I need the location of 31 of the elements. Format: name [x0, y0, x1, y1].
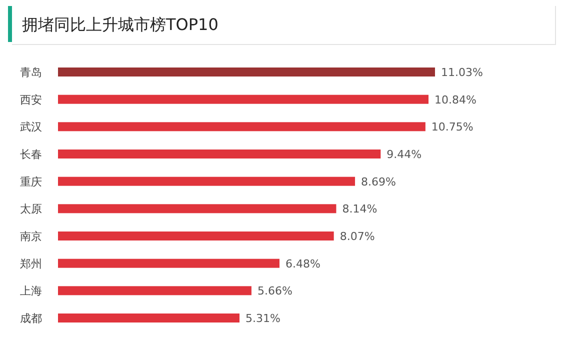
- bar: [58, 258, 280, 268]
- data-label: 11.03%: [441, 66, 483, 79]
- y-tick-label: 长春: [20, 148, 42, 161]
- y-tick-label: 南京: [20, 230, 42, 243]
- bar: [58, 204, 336, 214]
- bar: [58, 150, 381, 158]
- bar: [58, 122, 426, 132]
- y-tick-label: 上海: [20, 284, 42, 298]
- y-tick-label: 武汉: [20, 120, 42, 134]
- data-label: 8.69%: [361, 175, 396, 188]
- y-tick-label: 太原: [20, 202, 42, 216]
- y-tick-label: 青岛: [20, 66, 42, 79]
- data-label: 9.44%: [386, 148, 422, 161]
- data-label: 5.66%: [257, 284, 292, 298]
- data-label: 10.75%: [431, 120, 474, 134]
- data-label: 8.07%: [340, 230, 375, 243]
- bar: [58, 68, 435, 76]
- bar: [58, 176, 356, 186]
- data-label: 10.84%: [434, 93, 476, 106]
- bar: [58, 232, 334, 240]
- y-tick-label: 重庆: [20, 175, 42, 188]
- y-tick-label: 西安: [20, 93, 42, 106]
- bar: [58, 286, 252, 296]
- data-label: 8.14%: [342, 202, 378, 216]
- y-tick-label: 成都: [20, 312, 42, 325]
- chart-title: 拥堵同比上升城市榜TOP10: [22, 15, 218, 34]
- bar: [58, 314, 240, 322]
- data-label: 5.31%: [245, 312, 280, 325]
- bar: [58, 94, 429, 104]
- y-tick-label: 郑州: [20, 257, 42, 270]
- data-label: 6.48%: [285, 257, 320, 270]
